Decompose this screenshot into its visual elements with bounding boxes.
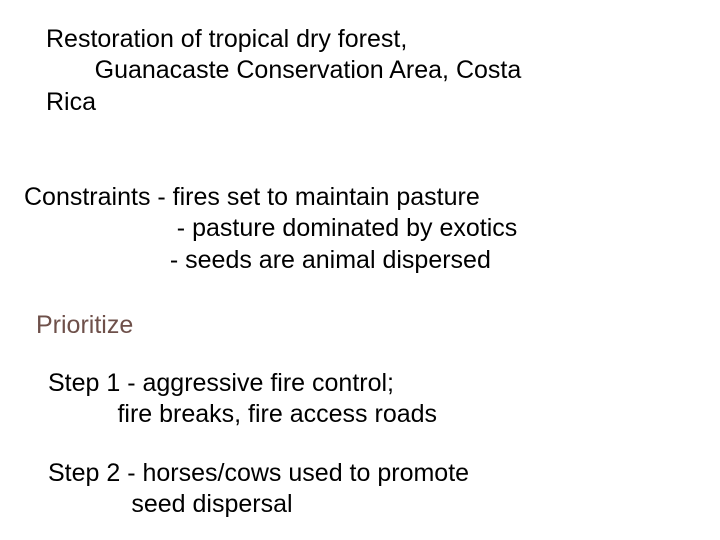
constraint-3: - seeds are animal dispersed bbox=[24, 245, 704, 276]
step1-line1: Step 1 - aggressive fire control; bbox=[48, 368, 688, 399]
constraints-label: Constraints bbox=[24, 183, 157, 211]
constraints-block: Constraints - fires set to maintain past… bbox=[24, 182, 704, 276]
title-block: Restoration of tropical dry forest, Guan… bbox=[46, 24, 674, 118]
prioritize-text: Prioritize bbox=[36, 311, 133, 339]
step1-line2: fire breaks, fire access roads bbox=[48, 399, 688, 430]
title-line1: Restoration of tropical dry forest, bbox=[46, 24, 674, 55]
title-line2: Guanacaste Conservation Area, Costa bbox=[46, 55, 674, 86]
step2-line2: seed dispersal bbox=[48, 489, 688, 520]
step2-block: Step 2 - horses/cows used to promote see… bbox=[48, 458, 688, 521]
title-line3: Rica bbox=[46, 87, 674, 118]
step1-block: Step 1 - aggressive fire control; fire b… bbox=[48, 368, 688, 431]
constraint-2: - pasture dominated by exotics bbox=[24, 213, 704, 244]
constraint-1: - fires set to maintain pasture bbox=[157, 183, 479, 211]
prioritize-block: Prioritize bbox=[36, 310, 133, 341]
step2-line1: Step 2 - horses/cows used to promote bbox=[48, 458, 688, 489]
